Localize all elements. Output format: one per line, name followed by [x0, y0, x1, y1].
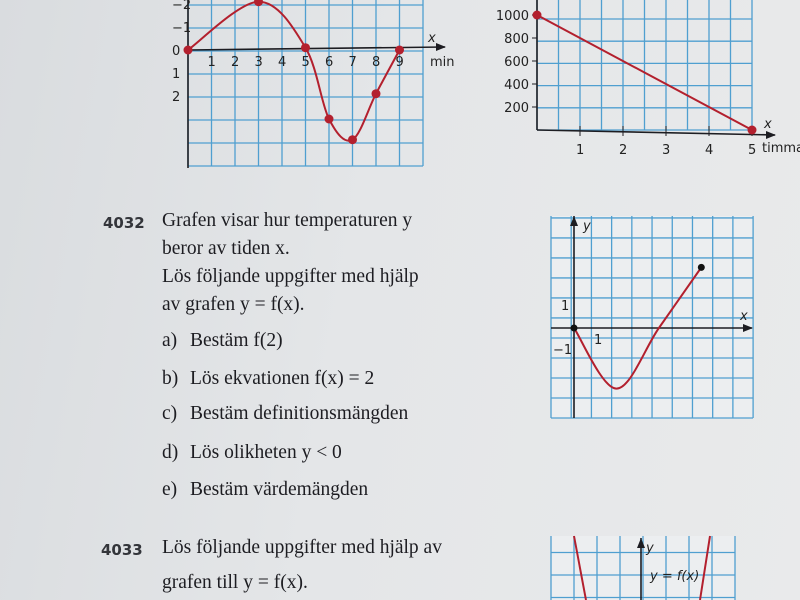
data-point	[301, 43, 310, 53]
task-text: Bestäm f(2)	[190, 330, 283, 351]
x-tick-label: 7	[349, 55, 357, 70]
y-tick-label: 1	[172, 67, 180, 82]
data-point	[254, 0, 263, 7]
x-tick-label: 1	[576, 143, 584, 158]
x-unit-label: min	[430, 55, 455, 70]
y-axis-label: y	[582, 219, 591, 234]
data-point	[324, 114, 334, 124]
curve	[573, 266, 703, 390]
problem-number-4033: 4033	[101, 541, 143, 559]
x-tick-label: 3	[662, 143, 670, 158]
y-axis-label: y	[645, 541, 654, 556]
function-label: y = f(x)	[649, 569, 699, 584]
x-tick-label: 3	[255, 55, 263, 70]
x-axis-label: x	[427, 31, 436, 46]
x-axis-label: x	[763, 117, 772, 132]
curve	[573, 535, 587, 600]
task-label: c)	[162, 403, 178, 424]
task-text: Lös olikheten y < 0	[190, 442, 342, 463]
y-tick-label: 800	[504, 32, 529, 47]
curve	[536, 14, 753, 131]
y-tick-label: 2	[172, 90, 180, 105]
chart-4032: y x 1 1 −1	[550, 216, 754, 419]
data-point	[747, 125, 757, 135]
data-point	[183, 45, 193, 55]
x-tick-label: 1	[208, 55, 216, 70]
x-tick-label: 5	[302, 55, 310, 70]
task-b: b) Lös ekvationen f(x) = 2	[162, 368, 374, 390]
x-tick-label: 5	[748, 143, 756, 158]
data-point	[348, 135, 357, 145]
x-tick-label: 4	[278, 55, 286, 70]
x-tick-label: 2	[231, 55, 239, 70]
data-point	[532, 10, 542, 20]
x-axis-arrow-icon	[743, 324, 753, 332]
x-tick-label: 6	[325, 55, 333, 70]
task-text: Bestäm definitionsmängden	[190, 403, 409, 424]
task-c: c) Bestäm definitionsmängden	[162, 403, 408, 425]
y-tick-label: −1	[172, 21, 191, 36]
data-point	[371, 89, 381, 99]
x-tick-label: 4	[705, 143, 713, 158]
task-label: a)	[162, 330, 178, 351]
y-tick-label: 600	[504, 55, 529, 70]
problem-text-line: grafen till y = f(x).	[162, 572, 308, 593]
x-axis-arrow-icon	[436, 43, 446, 51]
y-tick-label: −1	[553, 343, 572, 358]
problem-text-line: Lös följande uppgifter med hjälp av	[162, 537, 442, 558]
x-unit-label: timmar	[762, 141, 800, 156]
x-axis-label: x	[739, 309, 748, 324]
y-axis-arrow-icon	[637, 538, 645, 548]
y-tick-label: 1000	[496, 9, 529, 24]
task-d: d) Lös olikheten y < 0	[162, 442, 342, 464]
curve	[699, 535, 711, 600]
task-a: a) Bestäm f(2)	[162, 330, 283, 352]
y-tick-label: 400	[504, 78, 529, 93]
x-tick-label: 1	[594, 333, 602, 348]
data-point	[395, 45, 404, 55]
x-tick-label: 9	[396, 55, 404, 70]
x-axis	[187, 46, 446, 51]
problem-number-4032: 4032	[103, 214, 145, 232]
problem-text-line: beror av tiden x.	[162, 238, 290, 259]
x-axis	[536, 129, 776, 136]
y-axis-arrow-icon	[570, 216, 578, 226]
y-tick-label: 200	[504, 101, 529, 116]
task-label: e)	[162, 479, 178, 500]
problem-text-line: av grafen y = f(x).	[162, 294, 305, 315]
y-tick-label: −2	[172, 0, 191, 13]
problem-text-line: Lös följande uppgifter med hjälp	[162, 266, 419, 287]
task-label: b)	[162, 368, 179, 389]
x-axis-arrow-icon	[766, 131, 776, 139]
task-text: Lös ekvationen f(x) = 2	[190, 368, 375, 389]
endpoint	[570, 324, 578, 332]
y-tick-label: 0	[172, 44, 180, 59]
y-tick-label: 1	[561, 299, 569, 314]
task-label: d)	[162, 442, 179, 463]
problem-text-line: Grafen visar hur temperaturen y	[162, 210, 413, 231]
task-text: Bestäm värdemängden	[190, 479, 369, 500]
chart-top-right-timmar: 1 2 3 4 5 1000 800 600 400 200 x timmar	[496, 0, 800, 158]
x-tick-label: 8	[372, 55, 380, 70]
endpoint	[697, 263, 705, 271]
chart-4033-partial: y y = f(x)	[550, 535, 736, 600]
x-tick-label: 2	[619, 143, 627, 158]
task-e: e) Bestäm värdemängden	[162, 479, 368, 501]
